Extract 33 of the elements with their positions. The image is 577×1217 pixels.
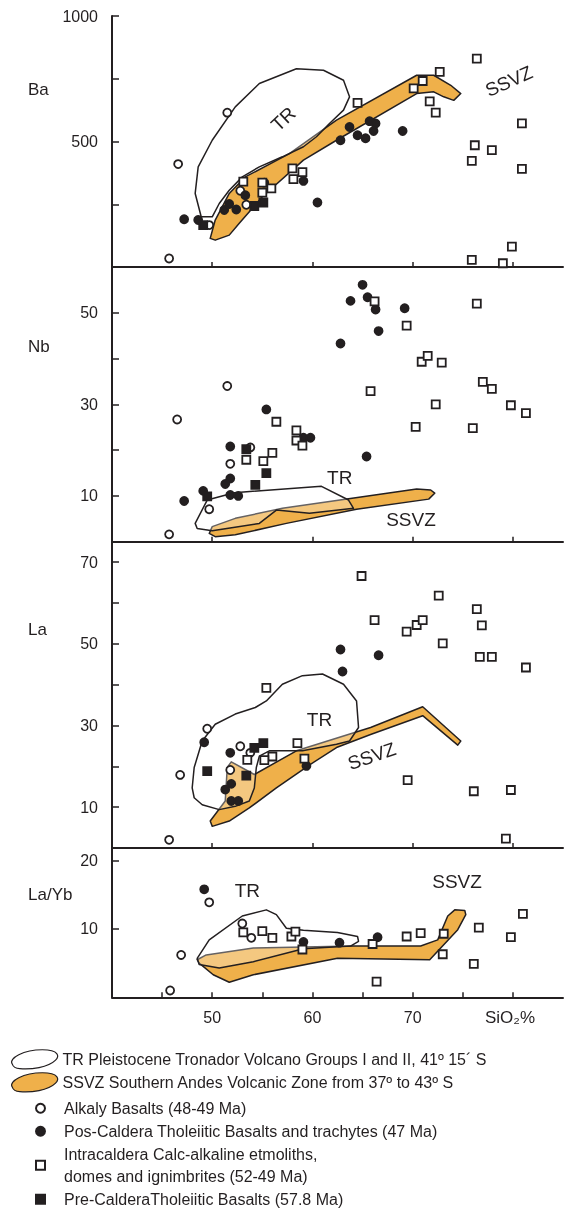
annotation: TR	[327, 466, 353, 488]
legend-label: TR Pleistocene Tronador Volcano Groups I and II, 41º 15´ S	[62, 1050, 487, 1068]
annotation: SSVZ	[344, 738, 399, 775]
x-axis-title: SiO₂%	[485, 1008, 536, 1028]
annotation: SSVZ	[386, 508, 437, 530]
annotation: TR	[306, 708, 333, 730]
annotation: TR	[266, 102, 300, 136]
annotation: SSVZ	[481, 61, 537, 101]
y-tick-label: 500	[71, 133, 99, 150]
y-tick-label: 10	[80, 487, 99, 505]
y-tick-label: 70	[80, 553, 99, 571]
annotation: TR	[234, 880, 260, 902]
legend-label: Intracaldera Calc-alkaline etmoliths, domes and ignimbrites (52-49 Ma)	[64, 1145, 318, 1185]
y-axis-title: La/Yb	[28, 885, 73, 905]
y-tick-label: 1000	[62, 7, 99, 25]
y-axis-title: Ba	[28, 80, 50, 100]
x-tick-label: 50	[203, 1008, 222, 1026]
y-tick-label: 10	[80, 798, 99, 816]
annotation: SSVZ	[432, 871, 483, 893]
legend-label: SSVZ Southern Andes Volcanic Zone from 37º to 43º S	[62, 1073, 454, 1091]
y-axis-title: La	[28, 620, 48, 640]
y-axis-title: Nb	[28, 337, 50, 357]
y-tick-label: 50	[80, 635, 99, 653]
legend-label: Alkaly Basalts (48-49 Ma)	[64, 1099, 247, 1117]
y-tick-label: 50	[80, 304, 99, 322]
legend-label: Pos-Caldera Tholeiitic Basalts and trachytes (47 Ma)	[64, 1122, 438, 1140]
y-tick-label: 10	[80, 920, 99, 938]
x-tick-label: 70	[403, 1008, 422, 1026]
y-tick-label: 30	[80, 395, 99, 413]
legend-label: Pre-CalderaTholeiitic Basalts (57.8 Ma)	[64, 1190, 344, 1208]
x-tick-label: 60	[303, 1008, 322, 1026]
y-tick-label: 20	[80, 852, 99, 870]
y-tick-label: 30	[80, 716, 99, 734]
